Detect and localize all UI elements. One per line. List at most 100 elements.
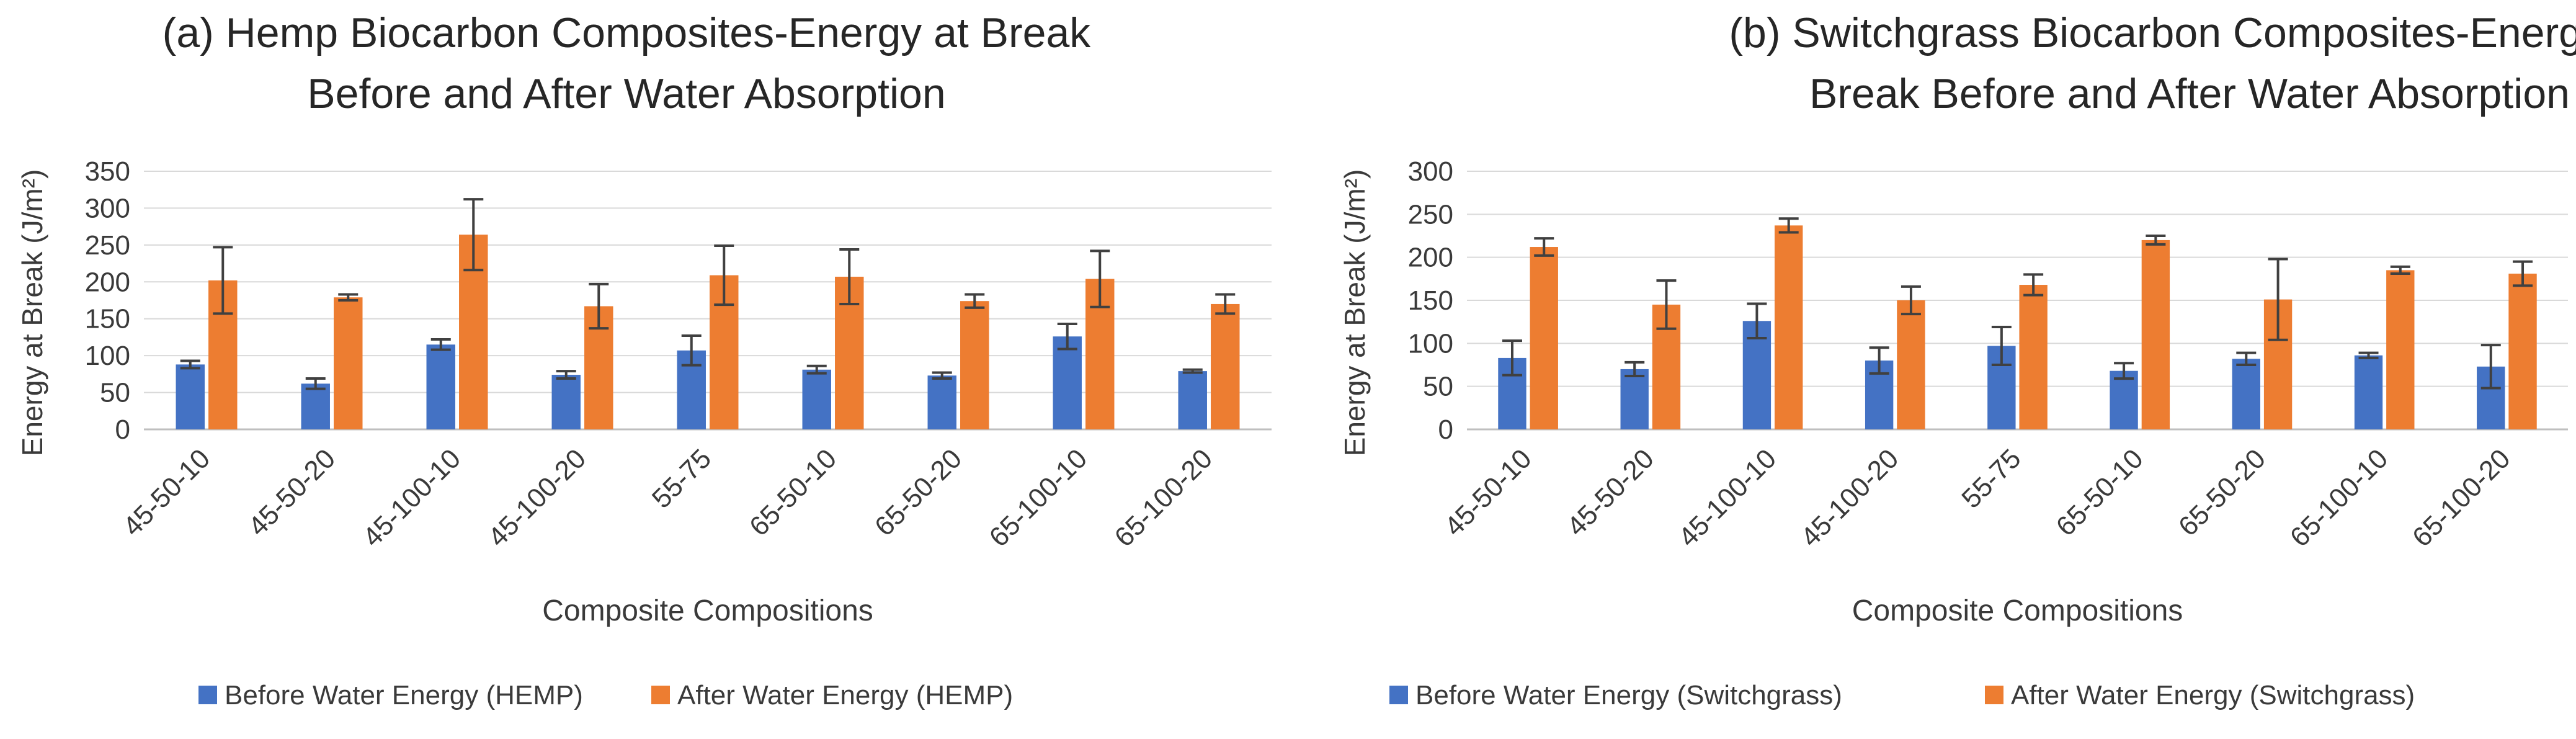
x-category-label: 65-100-10 xyxy=(984,443,1094,553)
bar-after-water xyxy=(334,297,363,429)
x-category-label: 65-50-10 xyxy=(2051,443,2149,542)
error-bar xyxy=(2358,351,2379,359)
error-bar xyxy=(965,293,985,309)
y-tick-label: 350 xyxy=(85,156,130,187)
x-category-label: 65-100-10 xyxy=(2284,443,2394,553)
x-category-label: 45-100-20 xyxy=(483,443,592,553)
y-tick-label: 100 xyxy=(85,341,130,371)
y-tick-label: 300 xyxy=(1408,156,1453,187)
chart-title-line: (a) Hemp Biocarbon Composites-Energy at … xyxy=(163,9,1092,56)
legend-entry: Before Water Energy (HEMP) xyxy=(225,680,583,710)
error-bar xyxy=(463,198,484,272)
bar-after-water xyxy=(960,301,989,429)
error-bar xyxy=(589,282,609,330)
y-tick-label: 0 xyxy=(115,414,130,445)
x-category-label: 45-50-10 xyxy=(1438,443,1537,542)
legend-entry: After Water Energy (HEMP) xyxy=(677,680,1013,710)
y-tick-label: 150 xyxy=(85,304,130,334)
error-bar xyxy=(681,334,702,367)
legend-swatch xyxy=(651,686,670,704)
bar-after-water xyxy=(1897,300,1925,429)
bar-after-water xyxy=(2019,285,2048,429)
y-axis-label: Energy at Break (J/m²) xyxy=(16,169,48,457)
bar-before-water xyxy=(2232,359,2260,429)
bar-before-water xyxy=(551,375,581,429)
error-bar xyxy=(2114,362,2134,380)
bar-before-water xyxy=(1053,336,1082,429)
error-bar xyxy=(806,364,827,375)
bar-before-water xyxy=(426,344,455,429)
y-tick-label: 100 xyxy=(1408,328,1453,359)
y-tick-label: 150 xyxy=(1408,285,1453,316)
error-bar xyxy=(1901,285,1921,316)
error-bar xyxy=(2390,265,2410,275)
chart-hemp: (a) Hemp Biocarbon Composites-Energy at … xyxy=(16,9,1272,710)
legend-entry: After Water Energy (Switchgrass) xyxy=(2011,680,2415,710)
bar-before-water xyxy=(802,369,831,429)
error-bar xyxy=(2480,344,2501,390)
error-bar xyxy=(1747,302,1767,340)
bar-before-water xyxy=(2354,355,2383,429)
x-category-label: 45-100-20 xyxy=(1795,443,1905,553)
legend-swatch xyxy=(198,686,217,704)
y-tick-label: 300 xyxy=(85,193,130,223)
error-bar xyxy=(213,246,233,315)
error-bar xyxy=(839,248,860,305)
error-bar xyxy=(1057,323,1077,351)
error-bar xyxy=(1778,217,1799,234)
x-category-label: 45-50-10 xyxy=(117,443,216,542)
error-bar xyxy=(714,244,734,307)
error-bar xyxy=(2268,258,2288,341)
bar-after-water xyxy=(2386,270,2415,429)
x-category-label: 45-50-20 xyxy=(1561,443,1660,542)
error-bar xyxy=(180,359,200,370)
error-bar xyxy=(1502,339,1522,377)
x-axis-label: Composite Compositions xyxy=(1852,594,2183,627)
bar-before-water xyxy=(1178,371,1207,429)
error-bar xyxy=(2146,235,2166,246)
bar-after-water xyxy=(1211,303,1240,429)
y-tick-label: 50 xyxy=(100,378,130,408)
x-category-label: 65-100-20 xyxy=(2407,443,2516,553)
error-bar xyxy=(1090,249,1110,308)
x-category-label: 45-100-10 xyxy=(1673,443,1783,553)
y-tick-label: 0 xyxy=(1438,414,1453,445)
y-tick-label: 200 xyxy=(85,267,130,297)
chart-title-line: Before and After Water Absorption xyxy=(307,70,945,117)
error-bar xyxy=(305,377,326,390)
error-bar xyxy=(1182,368,1203,374)
legend-entry: Before Water Energy (Switchgrass) xyxy=(1415,680,1842,710)
y-tick-label: 50 xyxy=(1423,372,1453,402)
y-axis-label: Energy at Break (J/m²) xyxy=(1339,169,1371,457)
y-tick-label: 250 xyxy=(85,230,130,261)
bar-before-water xyxy=(1620,369,1649,429)
x-category-label: 55-75 xyxy=(1956,443,2026,514)
chart-title-line: Break Before and After Water Absorption xyxy=(1809,70,2570,117)
error-bar xyxy=(1624,361,1645,378)
x-category-label: 65-50-20 xyxy=(2173,443,2271,542)
error-bar xyxy=(932,371,952,380)
error-bar xyxy=(2023,273,2044,297)
x-category-label: 65-100-20 xyxy=(1109,443,1219,553)
error-bar xyxy=(1215,293,1236,315)
chart-switchgrass: (b) Switchgrass Biocarbon Composites-Ene… xyxy=(1339,9,2576,710)
error-bar xyxy=(556,370,576,380)
bar-before-water xyxy=(301,383,330,429)
error-bar xyxy=(2513,260,2533,287)
bar-after-water xyxy=(2508,274,2537,429)
error-bar xyxy=(1991,325,2012,366)
error-bar xyxy=(2236,351,2257,366)
error-bar xyxy=(338,293,359,302)
y-tick-label: 200 xyxy=(1408,243,1453,273)
error-bar xyxy=(430,338,451,351)
bar-after-water xyxy=(2141,240,2170,429)
bar-before-water xyxy=(927,375,956,429)
legend-swatch xyxy=(1985,686,2003,704)
x-category-label: 65-50-10 xyxy=(744,443,842,542)
bar-before-water xyxy=(2110,370,2138,429)
bar-after-water xyxy=(1530,247,1558,429)
bar-after-water xyxy=(1775,225,1803,429)
x-category-label: 55-75 xyxy=(646,443,717,514)
